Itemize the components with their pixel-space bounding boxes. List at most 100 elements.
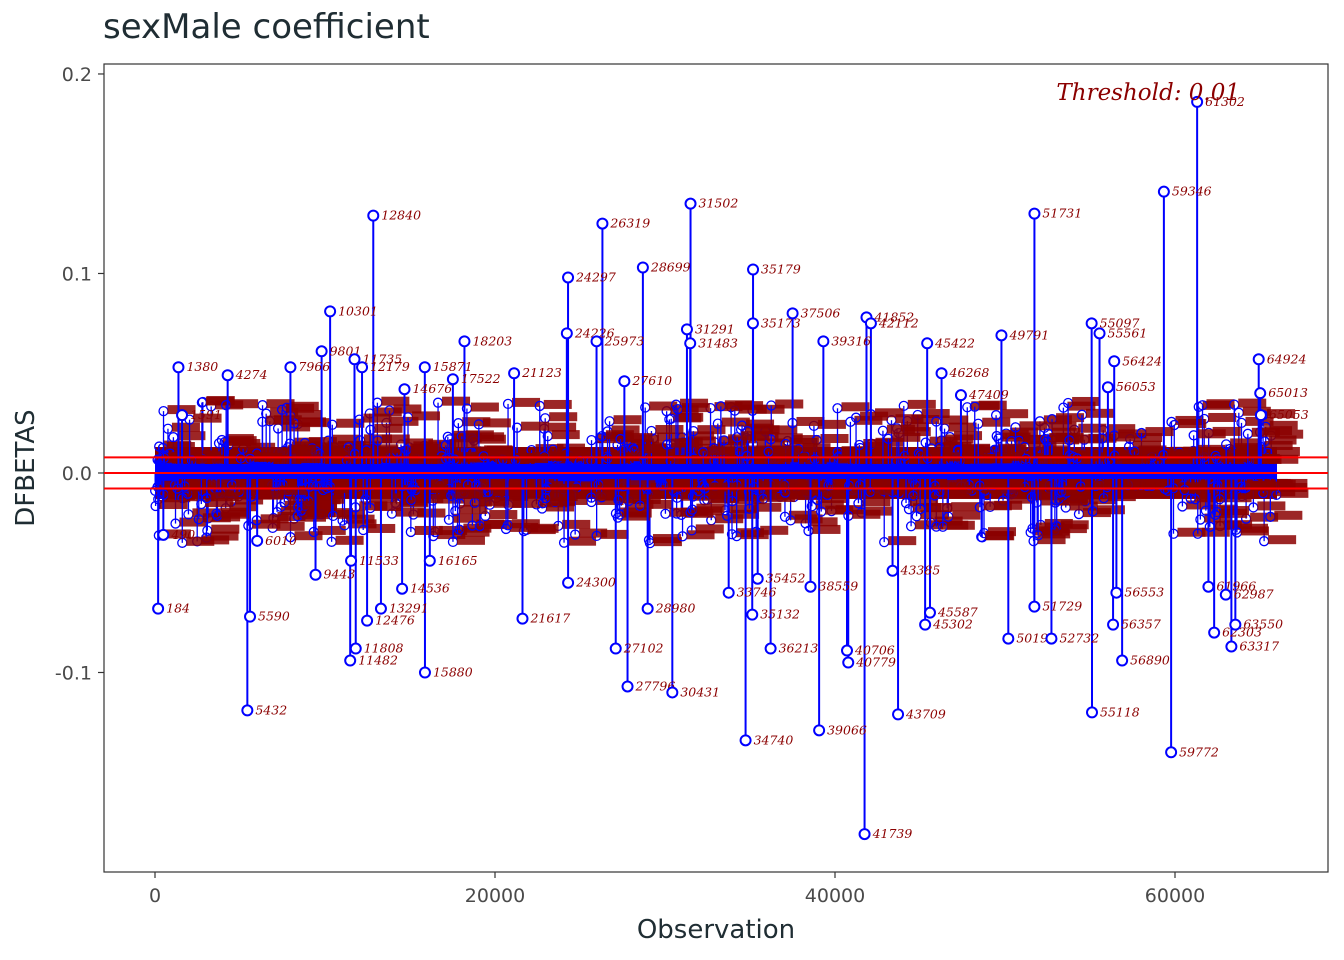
observation-label bbox=[324, 454, 353, 464]
observation-label bbox=[817, 419, 846, 429]
point-label-11482: 11482 bbox=[358, 653, 398, 668]
observation-label bbox=[511, 519, 540, 529]
point-39066 bbox=[813, 724, 826, 737]
observation-label bbox=[162, 493, 191, 503]
point-label-55118: 55118 bbox=[1100, 704, 1140, 719]
observation-label bbox=[1253, 454, 1282, 464]
observation-label bbox=[417, 508, 446, 518]
point-label-65053: 65053 bbox=[1269, 407, 1309, 422]
point-label-15880: 15880 bbox=[433, 664, 473, 679]
observation-label bbox=[767, 492, 796, 502]
point-label-15871: 15871 bbox=[433, 359, 473, 374]
observation-label bbox=[1089, 495, 1118, 505]
point-43709 bbox=[892, 708, 905, 721]
x-axis-title: Observation bbox=[637, 915, 795, 945]
observation-label bbox=[841, 402, 870, 412]
observation-label bbox=[1257, 501, 1286, 511]
point-label-14536: 14536 bbox=[410, 581, 450, 596]
observation-label bbox=[521, 421, 550, 431]
observation-label bbox=[549, 492, 578, 502]
observation-label bbox=[161, 480, 190, 490]
observation-label bbox=[985, 530, 1014, 540]
observation-label bbox=[825, 505, 854, 515]
observation-label bbox=[951, 502, 980, 512]
observation-label bbox=[276, 521, 305, 531]
observation-label bbox=[638, 444, 667, 454]
point-35132 bbox=[746, 608, 759, 621]
point-42112 bbox=[864, 317, 877, 330]
point-label-52732: 52732 bbox=[1059, 631, 1099, 646]
observation-label bbox=[336, 418, 365, 428]
observation-label bbox=[716, 488, 745, 498]
observation-label bbox=[647, 454, 676, 464]
point-40706 bbox=[841, 644, 854, 657]
observation-label bbox=[483, 520, 512, 530]
point-56553 bbox=[1110, 586, 1123, 599]
point-55561 bbox=[1093, 327, 1106, 340]
observation-label bbox=[1271, 446, 1300, 456]
point-56357 bbox=[1107, 618, 1120, 631]
observation-label bbox=[312, 495, 341, 505]
observation-label bbox=[919, 478, 948, 488]
observation-label bbox=[983, 479, 1012, 489]
observation-label bbox=[1132, 478, 1161, 488]
point-label-37506: 37506 bbox=[801, 305, 841, 320]
observation-label bbox=[350, 454, 379, 464]
point-label-41739: 41739 bbox=[872, 826, 913, 841]
observation-label bbox=[348, 519, 377, 529]
point-43385 bbox=[886, 564, 899, 577]
observation-label bbox=[286, 403, 315, 413]
observation-label bbox=[487, 450, 516, 460]
observation-label bbox=[888, 536, 917, 546]
observation-label bbox=[998, 443, 1027, 453]
point-26319 bbox=[596, 217, 609, 230]
observation-label bbox=[548, 450, 577, 460]
observation-label bbox=[1084, 480, 1113, 490]
observation-label bbox=[895, 414, 924, 424]
point-label-62987: 62987 bbox=[1234, 587, 1274, 602]
observation-label bbox=[548, 422, 577, 432]
point-39316 bbox=[817, 335, 830, 348]
observation-label bbox=[821, 493, 850, 503]
point-27610 bbox=[618, 375, 631, 388]
point-50195 bbox=[1002, 632, 1015, 645]
labeled-points: 1844901380159142745432559060107966944398… bbox=[152, 94, 1309, 841]
point-label-56890: 56890 bbox=[1130, 653, 1170, 668]
observation-label bbox=[260, 514, 289, 524]
observation-label bbox=[346, 514, 375, 524]
point-64924 bbox=[1252, 353, 1265, 366]
point-49791 bbox=[995, 329, 1008, 342]
observation-label bbox=[929, 436, 958, 446]
observation-label bbox=[1208, 412, 1237, 422]
observation-label bbox=[816, 487, 845, 497]
point-label-6010: 6010 bbox=[265, 533, 297, 548]
observation-label bbox=[512, 397, 541, 407]
observation-label bbox=[758, 481, 787, 491]
observation-label bbox=[409, 455, 438, 465]
observation-label bbox=[1197, 444, 1226, 454]
observation-label bbox=[1138, 445, 1167, 455]
observation-label bbox=[1096, 505, 1125, 515]
observation-label bbox=[892, 432, 921, 442]
point-63550 bbox=[1229, 618, 1242, 631]
point-label-65013: 65013 bbox=[1268, 385, 1308, 400]
point-label-27102: 27102 bbox=[623, 641, 664, 656]
x-tick-label: 0 bbox=[149, 885, 161, 907]
observation-label bbox=[478, 496, 507, 506]
observation-label bbox=[751, 425, 780, 435]
observation-label bbox=[230, 399, 259, 409]
point-31483 bbox=[684, 337, 697, 350]
point-55097 bbox=[1085, 317, 1098, 330]
observation-label bbox=[373, 407, 402, 417]
observation-label bbox=[595, 491, 624, 501]
point-label-51731: 51731 bbox=[1042, 206, 1082, 221]
observation-label bbox=[769, 425, 798, 435]
point-12476 bbox=[361, 614, 374, 627]
point-45587 bbox=[923, 606, 936, 619]
observation-label bbox=[820, 434, 849, 444]
observation-label bbox=[948, 422, 977, 432]
observation-label bbox=[1042, 529, 1071, 539]
point-40779 bbox=[842, 656, 855, 669]
point-label-1380: 1380 bbox=[186, 359, 218, 374]
